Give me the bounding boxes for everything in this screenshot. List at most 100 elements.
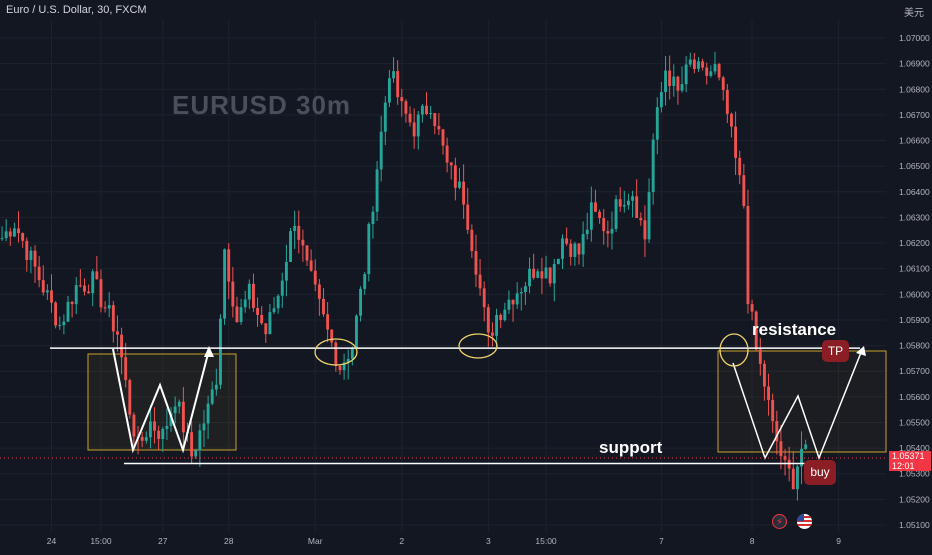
- candle-body: [78, 285, 82, 287]
- y-tick-label: 1.05500: [899, 417, 930, 427]
- candle-body: [91, 271, 95, 294]
- symbol-title: Euro / U.S. Dollar, 30, FXCM: [6, 4, 147, 16]
- x-tick-label: 15:00: [535, 536, 557, 546]
- candle-body: [387, 78, 391, 103]
- candle-body: [239, 307, 243, 322]
- candle-body: [359, 288, 363, 316]
- candle-body: [99, 279, 103, 308]
- candle-body: [268, 312, 272, 335]
- candle-body: [17, 228, 20, 234]
- x-tick-label: 2: [399, 536, 404, 546]
- tp-badge: TP: [822, 340, 849, 362]
- candle-body: [379, 131, 383, 170]
- w-pattern-left: [112, 348, 210, 454]
- support-label: support: [599, 438, 663, 457]
- grid: [0, 20, 886, 532]
- candle-body: [243, 299, 247, 308]
- candle-body: [45, 290, 49, 293]
- candle-body: [116, 331, 119, 335]
- candle-body: [350, 348, 354, 359]
- candle-body: [50, 290, 53, 303]
- candle-body: [647, 192, 651, 240]
- candle-body: [140, 436, 144, 441]
- candle-body: [536, 271, 540, 278]
- candle-body: [680, 84, 684, 91]
- us-flag-icon[interactable]: [797, 514, 812, 529]
- bar-countdown: 12:01: [892, 461, 915, 471]
- candle-body: [330, 329, 334, 343]
- candle-body: [717, 64, 721, 78]
- y-tick-label: 1.06600: [899, 136, 930, 146]
- candle-body: [161, 428, 165, 440]
- candle-body: [29, 250, 33, 260]
- candle-body: [602, 218, 606, 232]
- candle-body: [144, 437, 148, 441]
- w-pattern-arrowhead: [204, 346, 214, 357]
- candle-body: [0, 238, 4, 240]
- candle-body: [33, 250, 37, 267]
- candle-body: [194, 450, 198, 457]
- candle-body: [631, 196, 635, 201]
- candle-body: [124, 357, 128, 381]
- candle-body: [577, 243, 581, 255]
- retest-ellipse: [458, 333, 498, 359]
- candle-body: [482, 288, 486, 308]
- x-tick-label: 24: [47, 536, 57, 546]
- candle-body: [219, 318, 222, 385]
- x-tick-label: 15:00: [90, 536, 112, 546]
- candle-body: [70, 301, 74, 305]
- candle-body: [445, 145, 449, 163]
- candle-body: [214, 384, 218, 390]
- candle-body: [462, 181, 466, 205]
- candle-body: [21, 233, 25, 241]
- candle-body: [544, 267, 548, 279]
- candle-body: [111, 305, 115, 332]
- candle-body: [202, 423, 206, 431]
- candle-body: [589, 202, 593, 230]
- candle-body: [783, 456, 787, 460]
- candle-body: [4, 231, 8, 239]
- candle-body: [62, 321, 66, 326]
- candle-body: [762, 363, 766, 387]
- candle-body: [210, 389, 214, 404]
- candle-body: [614, 199, 618, 229]
- resistance-label: resistance: [752, 320, 837, 339]
- candle-body: [87, 291, 91, 294]
- candle-body: [581, 234, 585, 255]
- candle-body: [470, 229, 474, 251]
- candle-body: [280, 280, 284, 296]
- y-tick-label: 1.05300: [899, 469, 930, 479]
- candle-body: [58, 325, 62, 327]
- candle-body: [317, 284, 321, 299]
- x-tick-label: Mar: [308, 536, 323, 546]
- candle-body: [668, 70, 672, 87]
- w-pattern-right: [732, 349, 863, 461]
- candle-body: [701, 61, 705, 68]
- candle-body: [643, 220, 647, 240]
- candle-body: [775, 421, 779, 442]
- candle-body: [313, 270, 317, 285]
- candle-body: [466, 204, 470, 230]
- y-tick-label: 1.07000: [899, 33, 930, 43]
- candle-body: [606, 231, 610, 234]
- candle-body: [338, 365, 342, 371]
- candle-body: [507, 299, 511, 310]
- candle-body: [420, 105, 424, 115]
- candle-body: [371, 211, 375, 224]
- y-tick-label: 1.06200: [899, 238, 930, 248]
- candle-body: [66, 301, 70, 322]
- candle-body: [684, 64, 688, 85]
- candle-body: [256, 307, 260, 315]
- candle-body: [750, 304, 754, 312]
- candle-body: [594, 202, 597, 212]
- candle-body: [713, 64, 717, 72]
- lightning-icon[interactable]: ⚡: [772, 514, 787, 529]
- last-price-tag: 1.05371 12:01: [889, 451, 931, 471]
- candles: [0, 51, 808, 501]
- candle-body: [449, 162, 453, 166]
- candle-body: [573, 243, 577, 257]
- x-tick-label: 8: [750, 536, 755, 546]
- candle-body: [247, 283, 251, 300]
